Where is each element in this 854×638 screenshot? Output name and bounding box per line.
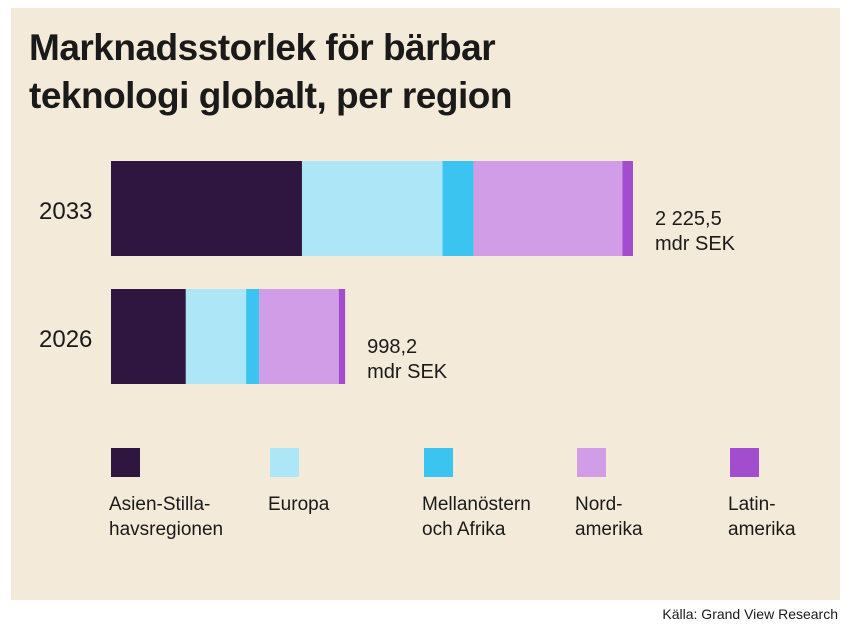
chart-title: Marknadsstorlek för bärbar teknologi glo… xyxy=(29,24,589,120)
legend-label: Europa xyxy=(268,494,330,515)
legend-swatch xyxy=(730,448,759,477)
bar-segment xyxy=(111,161,302,256)
legend-swatch xyxy=(424,448,453,477)
stacked-bar-chart: 2033 2 225,5 mdr SEK 2026 998,2 mdr SEK Asien-… xyxy=(39,161,796,540)
bar-segment xyxy=(185,289,247,384)
bar-segment xyxy=(246,289,260,384)
legend-label: Nord-amerika xyxy=(575,494,643,540)
bar-segment xyxy=(442,161,474,256)
title-line-1: Marknadsstorlek för bärbar xyxy=(29,27,496,68)
title-line-2: teknologi globalt, per region xyxy=(29,75,512,116)
bar-segment xyxy=(338,289,346,384)
legend-label: Latin-amerika xyxy=(728,494,796,540)
bar-segment xyxy=(301,161,443,256)
bar-segment xyxy=(622,161,633,256)
legend-swatch xyxy=(111,448,140,477)
total-unit-label: mdr SEK xyxy=(367,361,448,383)
legend-swatch xyxy=(577,448,606,477)
bar-segment xyxy=(473,161,623,256)
total-value-label: 998,2 xyxy=(367,336,417,358)
bar-segment xyxy=(259,289,339,384)
total-unit-label: mdr SEK xyxy=(655,233,736,255)
category-label: 2033 xyxy=(39,198,92,225)
legend-label: Mellanöstern och Afrika xyxy=(422,494,531,540)
bar-segment xyxy=(111,289,186,384)
total-value-label: 2 225,5 xyxy=(655,208,722,230)
category-label: 2026 xyxy=(39,326,92,353)
legend-label: Asien-Stilla-havsregionen xyxy=(109,494,223,540)
source-note: Källa: Grand View Research xyxy=(662,606,838,622)
legend-swatch xyxy=(270,448,299,477)
